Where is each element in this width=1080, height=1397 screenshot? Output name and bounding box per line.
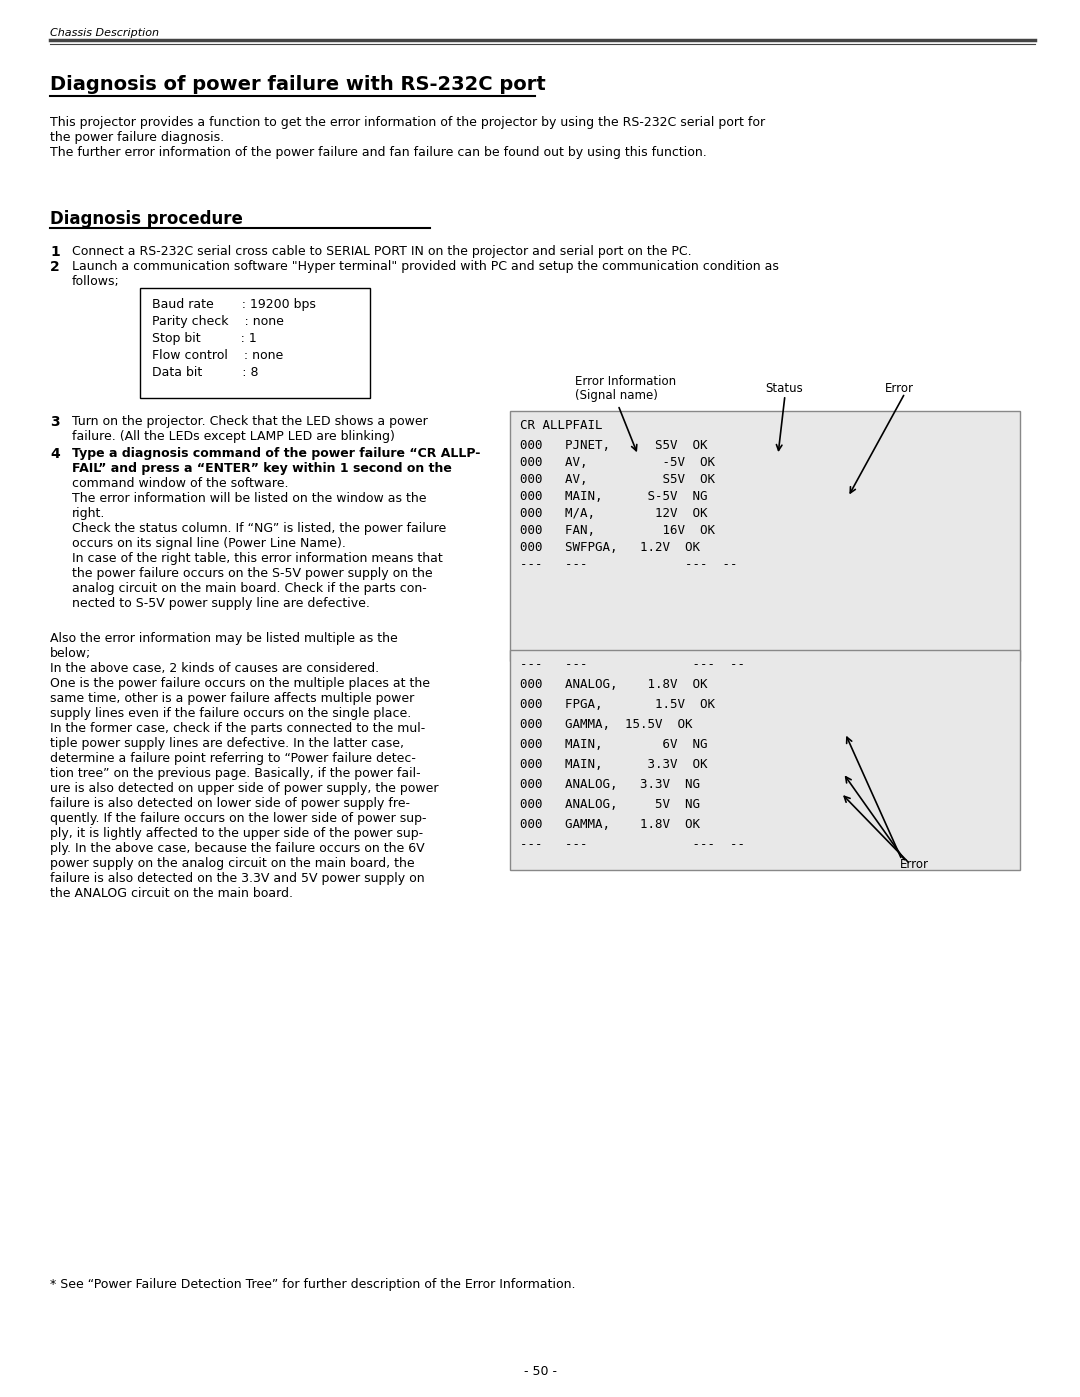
- Text: In the above case, 2 kinds of causes are considered.: In the above case, 2 kinds of causes are…: [50, 662, 379, 675]
- Text: analog circuit on the main board. Check if the parts con-: analog circuit on the main board. Check …: [72, 583, 427, 595]
- Text: ---   ---              ---  --: --- --- --- --: [519, 658, 745, 671]
- Text: same time, other is a power failure affects multiple power: same time, other is a power failure affe…: [50, 692, 415, 705]
- Text: ply. In the above case, because the failure occurs on the 6V: ply. In the above case, because the fail…: [50, 842, 424, 855]
- Text: Stop bit          : 1: Stop bit : 1: [152, 332, 257, 345]
- Text: Error: Error: [900, 858, 929, 870]
- Text: In case of the right table, this error information means that: In case of the right table, this error i…: [72, 552, 443, 564]
- Text: 1: 1: [50, 244, 59, 258]
- Text: One is the power failure occurs on the multiple places at the: One is the power failure occurs on the m…: [50, 678, 430, 690]
- Text: Status: Status: [765, 381, 802, 395]
- Text: 000   AV,          S5V  OK: 000 AV, S5V OK: [519, 474, 715, 486]
- Text: 2: 2: [50, 260, 59, 274]
- Text: CR ALLPFAIL: CR ALLPFAIL: [519, 419, 603, 432]
- Text: Data bit          : 8: Data bit : 8: [152, 366, 258, 379]
- Text: ---   ---             ---  --: --- --- --- --: [519, 557, 738, 571]
- Text: 000   ANALOG,     5V  NG: 000 ANALOG, 5V NG: [519, 798, 700, 812]
- Text: Check the status column. If “NG” is listed, the power failure: Check the status column. If “NG” is list…: [72, 522, 446, 535]
- Text: 3: 3: [50, 415, 59, 429]
- Text: Baud rate       : 19200 bps: Baud rate : 19200 bps: [152, 298, 315, 312]
- Text: 000   MAIN,        6V  NG: 000 MAIN, 6V NG: [519, 738, 707, 752]
- Text: Connect a RS-232C serial cross cable to SERIAL PORT IN on the projector and seri: Connect a RS-232C serial cross cable to …: [72, 244, 691, 258]
- Text: 000   M/A,        12V  OK: 000 M/A, 12V OK: [519, 507, 707, 520]
- Text: 000   FPGA,       1.5V  OK: 000 FPGA, 1.5V OK: [519, 698, 715, 711]
- Text: Type a diagnosis command of the power failure “CR ALLP-: Type a diagnosis command of the power fa…: [72, 447, 481, 460]
- Text: Diagnosis of power failure with RS-232C port: Diagnosis of power failure with RS-232C …: [50, 75, 545, 94]
- Text: supply lines even if the failure occurs on the single place.: supply lines even if the failure occurs …: [50, 707, 411, 719]
- Text: occurs on its signal line (Power Line Name).: occurs on its signal line (Power Line Na…: [72, 536, 346, 550]
- Text: 000   ANALOG,   3.3V  NG: 000 ANALOG, 3.3V NG: [519, 778, 700, 791]
- Text: failure is also detected on the 3.3V and 5V power supply on: failure is also detected on the 3.3V and…: [50, 872, 424, 886]
- Text: Launch a communication software "Hyper terminal" provided with PC and setup the : Launch a communication software "Hyper t…: [72, 260, 779, 272]
- Text: ---   ---              ---  --: --- --- --- --: [519, 838, 745, 851]
- Text: Error Information: Error Information: [575, 374, 676, 388]
- Text: Also the error information may be listed multiple as the: Also the error information may be listed…: [50, 631, 397, 645]
- Text: 4: 4: [50, 447, 59, 461]
- Text: failure is also detected on lower side of power supply fre-: failure is also detected on lower side o…: [50, 798, 410, 810]
- Text: follows;: follows;: [72, 275, 120, 288]
- Text: ure is also detected on upper side of power supply, the power: ure is also detected on upper side of po…: [50, 782, 438, 795]
- Text: the ANALOG circuit on the main board.: the ANALOG circuit on the main board.: [50, 887, 293, 900]
- Text: 000   PJNET,      S5V  OK: 000 PJNET, S5V OK: [519, 439, 707, 453]
- Text: The further error information of the power failure and fan failure can be found : The further error information of the pow…: [50, 147, 706, 159]
- Text: Error: Error: [885, 381, 914, 395]
- Text: nected to S-5V power supply line are defective.: nected to S-5V power supply line are def…: [72, 597, 369, 610]
- Bar: [140, 288, 370, 398]
- Text: * See “Power Failure Detection Tree” for further description of the Error Inform: * See “Power Failure Detection Tree” for…: [50, 1278, 576, 1291]
- Text: quently. If the failure occurs on the lower side of power sup-: quently. If the failure occurs on the lo…: [50, 812, 427, 826]
- Text: 000   FAN,         16V  OK: 000 FAN, 16V OK: [519, 524, 715, 536]
- Text: Parity check    : none: Parity check : none: [152, 314, 284, 328]
- Text: Flow control    : none: Flow control : none: [152, 349, 283, 362]
- Text: ply, it is lightly affected to the upper side of the power sup-: ply, it is lightly affected to the upper…: [50, 827, 423, 840]
- Text: 000   AV,          -5V  OK: 000 AV, -5V OK: [519, 455, 715, 469]
- Text: command window of the software.: command window of the software.: [72, 476, 288, 490]
- Text: 000   ANALOG,    1.8V  OK: 000 ANALOG, 1.8V OK: [519, 678, 707, 692]
- Text: This projector provides a function to get the error information of the projector: This projector provides a function to ge…: [50, 116, 765, 129]
- Text: failure. (All the LEDs except LAMP LED are blinking): failure. (All the LEDs except LAMP LED a…: [72, 430, 395, 443]
- Text: determine a failure point referring to “Power failure detec-: determine a failure point referring to “…: [50, 752, 416, 766]
- Text: Diagnosis procedure: Diagnosis procedure: [50, 210, 243, 228]
- Text: The error information will be listed on the window as the: The error information will be listed on …: [72, 492, 427, 504]
- Text: - 50 -: - 50 -: [524, 1365, 556, 1377]
- Text: Turn on the projector. Check that the LED shows a power: Turn on the projector. Check that the LE…: [72, 415, 428, 427]
- Text: 000   MAIN,      3.3V  OK: 000 MAIN, 3.3V OK: [519, 759, 707, 771]
- Text: 000   GAMMA,    1.8V  OK: 000 GAMMA, 1.8V OK: [519, 819, 700, 831]
- Bar: [510, 650, 1020, 870]
- Text: power supply on the analog circuit on the main board, the: power supply on the analog circuit on th…: [50, 856, 415, 870]
- Text: 000   MAIN,      S-5V  NG: 000 MAIN, S-5V NG: [519, 490, 707, 503]
- Text: (Signal name): (Signal name): [575, 388, 658, 402]
- Text: Chassis Description: Chassis Description: [50, 28, 159, 38]
- Text: 000   GAMMA,  15.5V  OK: 000 GAMMA, 15.5V OK: [519, 718, 692, 731]
- Text: 000   SWFPGA,   1.2V  OK: 000 SWFPGA, 1.2V OK: [519, 541, 700, 555]
- Bar: [510, 411, 1020, 661]
- Text: tiple power supply lines are defective. In the latter case,: tiple power supply lines are defective. …: [50, 738, 404, 750]
- Text: the power failure occurs on the S-5V power supply on the: the power failure occurs on the S-5V pow…: [72, 567, 433, 580]
- Text: tion tree” on the previous page. Basically, if the power fail-: tion tree” on the previous page. Basical…: [50, 767, 420, 780]
- Text: FAIL” and press a “ENTER” key within 1 second on the: FAIL” and press a “ENTER” key within 1 s…: [72, 462, 451, 475]
- Text: right.: right.: [72, 507, 106, 520]
- Text: In the former case, check if the parts connected to the mul-: In the former case, check if the parts c…: [50, 722, 426, 735]
- Text: below;: below;: [50, 647, 91, 659]
- Text: the power failure diagnosis.: the power failure diagnosis.: [50, 131, 225, 144]
